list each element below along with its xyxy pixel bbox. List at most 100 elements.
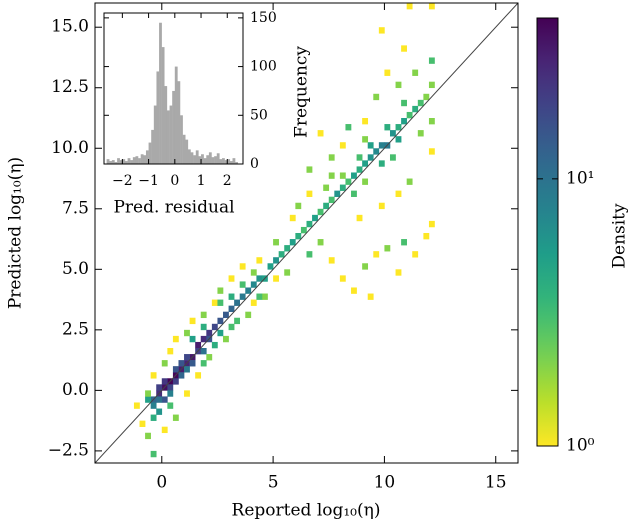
hist-bar	[106, 159, 110, 164]
heat-cell	[172, 335, 179, 343]
heat-cell	[200, 323, 207, 331]
inset-x-label: Pred. residual	[113, 198, 234, 218]
heat-cell	[306, 166, 313, 173]
heat-cell	[223, 335, 229, 343]
heat-cell	[145, 390, 151, 397]
heat-cell	[384, 69, 391, 76]
hist-bar	[151, 129, 155, 164]
heat-cell	[395, 136, 402, 143]
hist-bar	[187, 149, 191, 164]
heat-cell	[334, 190, 341, 197]
heat-cell	[184, 366, 190, 373]
heat-cell	[389, 130, 396, 137]
hist-bar	[124, 161, 128, 164]
heat-cell	[406, 111, 413, 119]
hist-bar	[138, 158, 141, 164]
heat-cell	[417, 130, 424, 137]
heat-cell	[367, 142, 374, 149]
heat-cell	[295, 202, 302, 210]
hist-bar	[156, 71, 160, 164]
heat-cell	[356, 214, 363, 222]
heat-cell	[378, 142, 385, 149]
heat-cell	[228, 275, 235, 282]
heat-cell	[395, 190, 402, 197]
heat-cell	[339, 172, 346, 179]
heat-cell	[184, 354, 190, 361]
heat-cell	[167, 348, 174, 355]
heat-cell	[172, 366, 179, 373]
heat-cell	[412, 69, 419, 76]
heat-cell	[423, 93, 430, 101]
hist-bar	[143, 155, 147, 164]
colorbar	[536, 17, 559, 447]
axes-frame	[94, 2, 519, 464]
heat-cell	[145, 432, 151, 440]
heat-cell	[239, 263, 246, 270]
x-tick-label: 5	[268, 473, 279, 493]
heat-cell	[317, 208, 324, 216]
hist-bar	[180, 115, 183, 164]
y-tick-label: 12.5	[51, 77, 89, 97]
heat-cell	[351, 190, 357, 197]
hist-bar	[132, 157, 136, 164]
colorbar-tick-label: 10⁰	[566, 436, 595, 456]
hist-bar	[148, 142, 152, 164]
heat-cell	[323, 184, 330, 191]
heat-cell	[234, 299, 241, 306]
y-tick-label: 10.0	[51, 138, 89, 158]
hist-bar	[164, 86, 168, 164]
heat-cell	[261, 293, 268, 300]
heat-cell	[306, 190, 313, 197]
heat-cell	[395, 81, 402, 89]
y-tick-label: −2.5	[48, 440, 89, 460]
hist-bar	[206, 155, 210, 164]
y-tick-label: 15.0	[51, 17, 89, 37]
y-tick-label: 7.5	[62, 198, 89, 218]
heat-cell	[206, 354, 213, 361]
heat-cell	[373, 148, 380, 155]
heat-cell	[417, 99, 424, 107]
hist-bar	[216, 153, 220, 164]
heat-cell	[351, 287, 357, 294]
heat-cell	[428, 118, 435, 125]
inset-x-tick-label: 0	[170, 173, 179, 189]
heat-cell	[428, 3, 435, 10]
hist-bar	[122, 159, 126, 164]
heat-cell	[267, 263, 274, 270]
heat-cell	[256, 275, 263, 282]
hist-bar	[232, 158, 236, 164]
heat-cell	[195, 372, 202, 379]
hist-bar	[201, 154, 204, 164]
hist-bar	[145, 150, 149, 164]
hist-bar	[169, 105, 173, 164]
heat-cell	[217, 317, 224, 325]
heat-cell	[401, 99, 407, 107]
heat-cell	[172, 414, 179, 421]
heat-cell	[328, 257, 335, 264]
inset-x-tick-label: 2	[223, 173, 232, 189]
x-tick-label: 0	[156, 473, 167, 493]
heat-cell	[312, 214, 318, 222]
inset-y-tick-label: 100	[250, 59, 277, 75]
heat-cell	[362, 263, 369, 270]
heat-cell	[250, 269, 257, 276]
x-tick-label: 15	[485, 473, 507, 493]
heat-cell	[362, 118, 369, 125]
heat-cell	[356, 166, 363, 173]
heat-cell	[184, 329, 190, 337]
heat-cell	[406, 3, 413, 10]
heat-cell	[223, 311, 229, 319]
hist-bar	[159, 22, 162, 164]
heat-cell	[161, 396, 168, 403]
heat-cell	[239, 293, 246, 300]
heat-cell	[150, 450, 157, 458]
hist-bar	[166, 110, 170, 164]
heat-cell	[178, 372, 185, 379]
heat-cell	[211, 323, 218, 331]
inset-y-tick-label: 150	[250, 10, 277, 26]
hist-bar	[198, 156, 202, 164]
heat-cell	[328, 196, 335, 204]
heat-cell	[256, 293, 263, 300]
heat-cell	[206, 329, 213, 337]
